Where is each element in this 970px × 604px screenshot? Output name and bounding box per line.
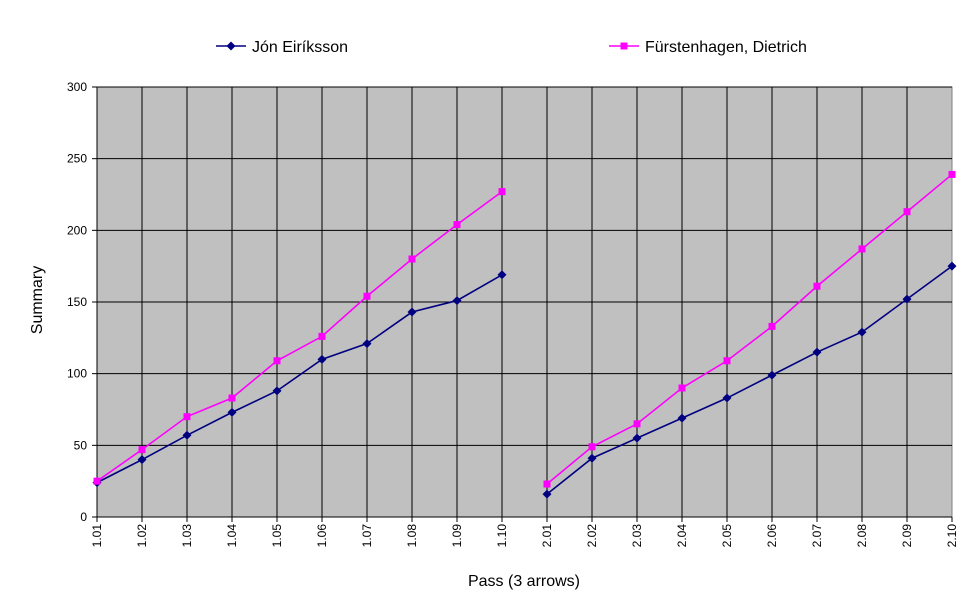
legend-label: Fürstenhagen, Dietrich: [645, 39, 807, 56]
x-tick-label: 1.02: [135, 524, 149, 548]
x-tick-label: 1.08: [405, 524, 419, 548]
data-point: [587, 453, 597, 463]
x-tick-label: 2.10: [945, 524, 959, 548]
x-tick-label: 1.01: [90, 524, 104, 548]
y-tick-label: 250: [67, 152, 87, 166]
series-group: [92, 170, 957, 499]
data-point: [452, 296, 462, 306]
x-tick-label: 1.05: [270, 524, 284, 548]
x-tick-label: 2.04: [675, 524, 689, 548]
x-tick-label: 2.01: [540, 524, 554, 548]
data-point: [903, 208, 911, 216]
data-point: [363, 292, 371, 300]
series-line: [546, 173, 953, 485]
data-point: [453, 221, 461, 229]
data-point: [318, 332, 326, 340]
legend-marker: [226, 41, 236, 51]
legend-label: Jón Eiríksson: [252, 39, 348, 56]
data-point: [633, 420, 641, 428]
data-point: [228, 394, 236, 402]
series-line: [546, 265, 953, 495]
y-tick-label: 50: [74, 438, 88, 452]
data-point: [182, 430, 192, 440]
axes: [92, 86, 953, 522]
data-point: [542, 489, 552, 499]
data-point: [407, 307, 417, 317]
data-point: [678, 384, 686, 392]
x-axis-title: Pass (3 arrows): [468, 573, 580, 590]
legend-marker: [620, 42, 628, 50]
data-point: [857, 327, 867, 337]
x-tick-label: 1.03: [180, 524, 194, 548]
data-point: [317, 354, 327, 364]
data-point: [947, 261, 957, 271]
x-tick-label: 2.08: [855, 524, 869, 548]
x-tick-label: 2.02: [585, 524, 599, 548]
legend: Jón Eiríksson Fürstenhagen, Dietrich: [216, 39, 807, 56]
data-point: [858, 245, 866, 253]
x-tick-label: 2.09: [900, 524, 914, 548]
data-point: [632, 433, 642, 443]
data-point: [812, 347, 822, 357]
data-point: [722, 393, 732, 403]
data-point: [93, 477, 101, 485]
gridlines: [97, 86, 952, 517]
data-point: [813, 282, 821, 290]
data-point: [948, 170, 956, 178]
x-tick-label: 1.06: [315, 524, 329, 548]
legend-entry: Fürstenhagen, Dietrich: [609, 39, 807, 56]
series-line: [96, 190, 503, 482]
y-tick-label: 200: [67, 223, 87, 237]
data-point: [137, 455, 147, 465]
data-point: [227, 407, 237, 417]
x-tick-label: 2.07: [810, 524, 824, 548]
y-axis-title: Summary: [29, 266, 46, 334]
y-tick-label: 300: [67, 80, 87, 94]
data-point: [362, 339, 372, 349]
y-tick-label: 100: [67, 367, 87, 381]
y-tick-label: 0: [80, 510, 87, 524]
data-point: [723, 357, 731, 365]
data-point: [767, 370, 777, 380]
data-point: [768, 322, 776, 330]
data-point: [588, 443, 596, 451]
y-tick-label: 150: [67, 295, 87, 309]
x-tick-label: 2.05: [720, 524, 734, 548]
x-tick-label: 1.07: [360, 524, 374, 548]
legend-entry: Jón Eiríksson: [216, 39, 348, 56]
x-tick-label: 1.09: [450, 524, 464, 548]
data-point: [273, 357, 281, 365]
data-point: [498, 188, 506, 196]
y-tick-labels: 0 50 100 150 200 250 300: [67, 80, 87, 524]
x-tick-label: 2.03: [630, 524, 644, 548]
x-tick-label: 2.06: [765, 524, 779, 548]
data-point: [543, 480, 551, 488]
x-tick-label: 1.04: [225, 524, 239, 548]
data-point: [902, 294, 912, 304]
x-tick-labels: 1.01 1.02 1.03 1.04 1.05 1.06 1.07 1.08 1.09 1.10…: [90, 524, 959, 548]
series-2: [93, 170, 956, 488]
data-point: [408, 255, 416, 263]
series-line: [96, 274, 503, 484]
data-point: [272, 386, 282, 396]
data-point: [138, 446, 146, 454]
data-point: [677, 413, 687, 423]
data-point: [183, 413, 191, 421]
x-tick-label: 1.10: [495, 524, 509, 548]
data-point: [497, 270, 507, 280]
